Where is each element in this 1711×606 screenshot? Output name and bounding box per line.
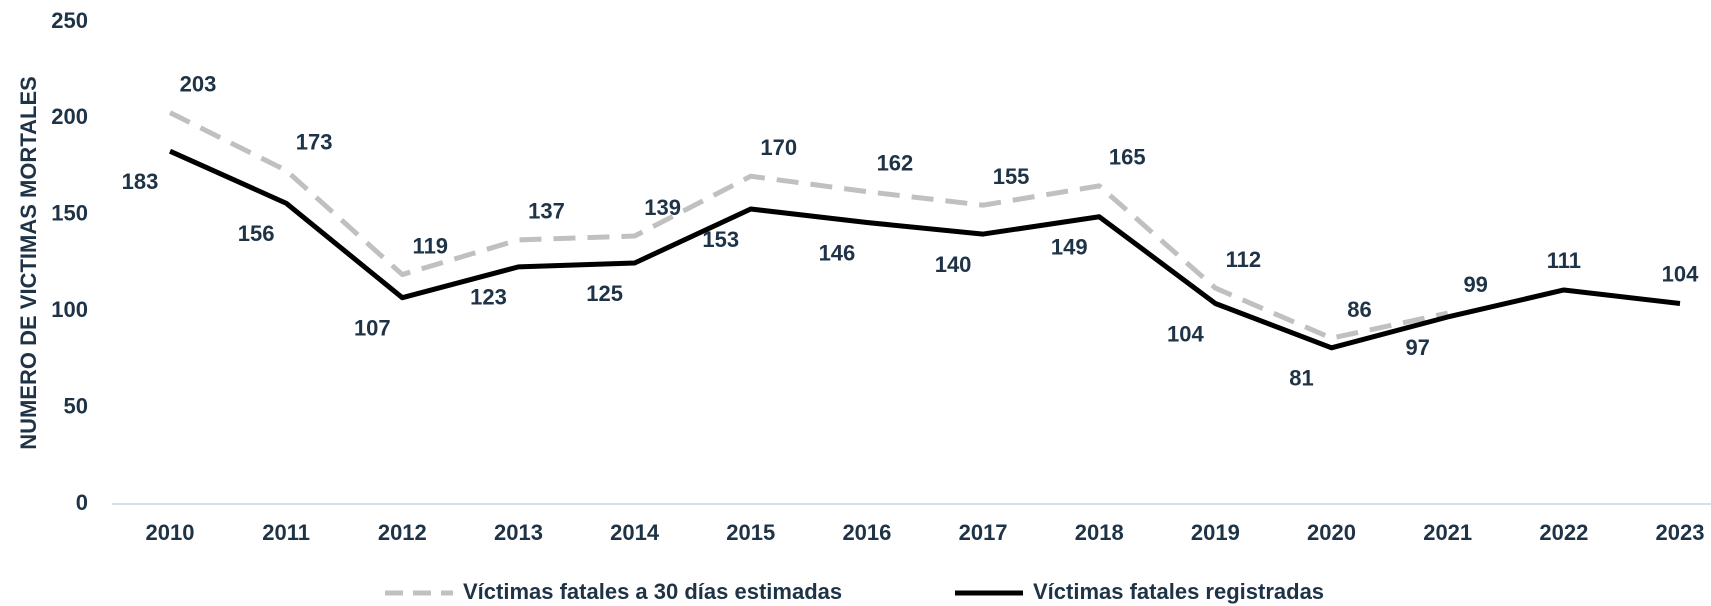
data-label: 140	[935, 252, 972, 277]
y-tick-label: 0	[76, 490, 88, 515]
data-label: 119	[413, 233, 449, 258]
x-tick-label: 2019	[1191, 520, 1240, 545]
x-tick-label: 2012	[378, 520, 427, 545]
data-label: 156	[238, 221, 275, 246]
data-label: 104	[1662, 261, 1699, 286]
x-tick-label: 2017	[959, 520, 1008, 545]
y-tick-label: 200	[51, 104, 88, 129]
data-label: 125	[586, 281, 623, 306]
data-label: 99	[1463, 272, 1487, 297]
x-tick-label: 2018	[1075, 520, 1124, 545]
data-label: 123	[470, 285, 507, 310]
y-tick-label: 150	[51, 201, 88, 226]
x-tick-label: 2022	[1539, 520, 1588, 545]
data-label: 165	[1109, 145, 1146, 170]
data-label: 203	[180, 71, 217, 96]
y-tick-label: 50	[64, 393, 88, 418]
data-label: 139	[644, 195, 681, 220]
y-tick-label: 250	[51, 8, 88, 33]
x-tick-label: 2014	[610, 520, 660, 545]
data-label: 162	[877, 150, 914, 175]
series-line	[168, 110, 1449, 341]
data-label: 170	[760, 135, 797, 160]
x-tick-label: 2023	[1656, 520, 1705, 545]
data-label: 146	[819, 240, 856, 265]
data-label: 97	[1405, 335, 1429, 360]
data-label: 173	[296, 129, 333, 154]
data-label: 183	[122, 169, 159, 194]
data-label: 149	[1051, 235, 1088, 260]
x-tick-label: 2015	[726, 520, 775, 545]
data-label: 153	[702, 227, 739, 252]
data-label: 155	[993, 164, 1030, 189]
data-label: 112	[1226, 247, 1262, 272]
y-tick-label: 100	[51, 297, 88, 322]
x-tick-label: 2011	[262, 520, 310, 545]
x-tick-label: 2020	[1307, 520, 1356, 545]
x-tick-label: 2016	[842, 520, 891, 545]
x-tick-label: 2013	[494, 520, 543, 545]
data-label: 86	[1347, 297, 1371, 322]
legend-label: Víctimas fatales a 30 días estimadas	[463, 579, 842, 604]
y-axis-label: NUMERO DE VICTIMAS MORTALES	[16, 76, 41, 450]
data-label: 104	[1167, 321, 1204, 346]
data-label: 111	[1547, 248, 1581, 273]
data-label: 81	[1289, 366, 1313, 391]
legend-label: Víctimas fatales registradas	[1033, 579, 1324, 604]
data-label: 107	[354, 316, 391, 341]
data-label: 137	[528, 199, 565, 224]
x-tick-label: 2010	[146, 520, 195, 545]
x-tick-label: 2021	[1423, 520, 1472, 545]
series-line	[168, 148, 1681, 351]
